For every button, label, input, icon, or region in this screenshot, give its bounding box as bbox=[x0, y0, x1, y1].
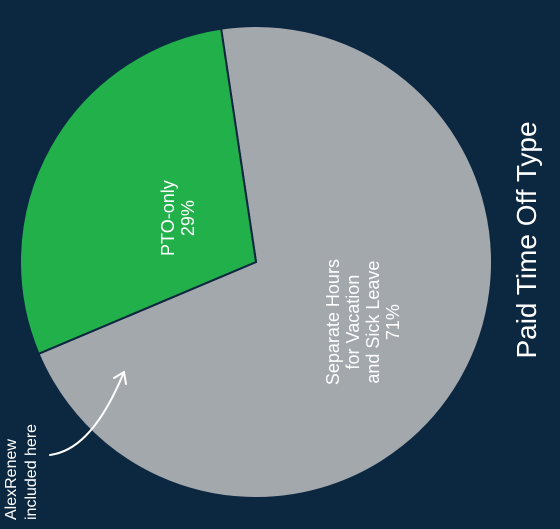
annotation-line-1: AlexRenew bbox=[3, 439, 20, 520]
slice-label-line: Separate Hours bbox=[323, 259, 343, 385]
slice-value-label: 29% bbox=[178, 200, 198, 236]
annotation-line-2: included here bbox=[23, 424, 40, 520]
pie-slice bbox=[37, 25, 493, 499]
annotation-text: AlexRenew included here bbox=[3, 424, 40, 520]
slice-value-label: 71% bbox=[383, 304, 403, 340]
slice-label-line: PTO-only bbox=[158, 180, 178, 256]
annotation: AlexRenew included here bbox=[3, 371, 127, 520]
chart-title: Paid Time Off Type bbox=[511, 121, 542, 358]
pie-slice bbox=[19, 27, 258, 356]
slice-labels: Separate Hoursfor Vacationand Sick Leave… bbox=[158, 180, 403, 385]
annotation-arrow-head bbox=[113, 371, 127, 385]
annotation-arrow bbox=[49, 371, 125, 456]
slice-label: PTO-only29% bbox=[158, 180, 198, 256]
slice-label-line: for Vacation bbox=[343, 275, 363, 370]
slice-label: Separate Hoursfor Vacationand Sick Leave… bbox=[323, 259, 403, 385]
pie-slices bbox=[19, 25, 493, 499]
slice-label-line: and Sick Leave bbox=[363, 261, 383, 384]
